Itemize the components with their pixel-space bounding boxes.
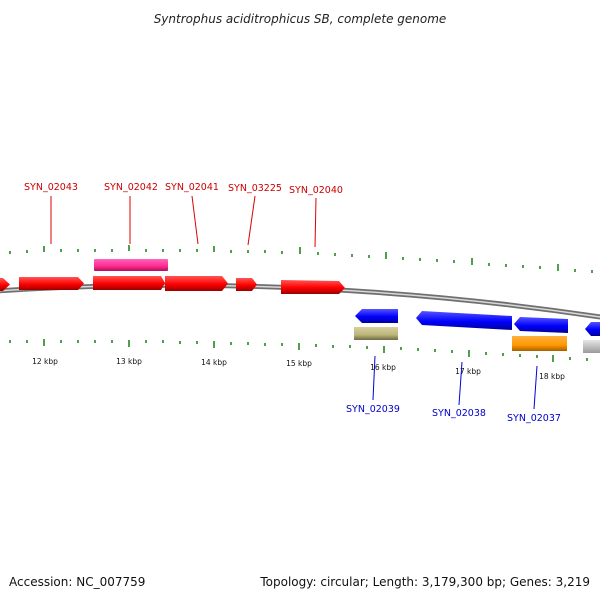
upper-tick-row — [9, 245, 593, 273]
gene-label-syn-03225[interactable]: SYN_03225 — [228, 183, 282, 194]
gene-label-syn-02038[interactable]: SYN_02038 — [432, 408, 486, 419]
gene-label-syn-02043[interactable]: SYN_02043 — [24, 182, 78, 193]
reverse-label-leaders — [372, 355, 538, 410]
gene-arrow-syn-02041[interactable] — [165, 276, 228, 291]
scale-label-15kbp: 15 kbp — [286, 359, 312, 368]
kbp-scale: 12 kbp 13 kbp 14 kbp 15 kbp 16 kbp 17 kb… — [32, 357, 565, 381]
gene-arrow-syn-02037[interactable] — [514, 317, 568, 333]
grey-feature[interactable] — [583, 340, 600, 353]
scale-label-18kbp: 18 kbp — [539, 372, 565, 381]
gene-label-syn-02039[interactable]: SYN_02039 — [346, 404, 400, 415]
forward-genes — [0, 259, 345, 294]
scale-label-17kbp: 17 kbp — [455, 367, 481, 376]
reverse-genes — [354, 309, 600, 353]
lower-tick-row — [9, 339, 588, 362]
scale-label-14kbp: 14 kbp — [201, 358, 227, 367]
gene-arrow-syn-02039[interactable] — [355, 309, 398, 323]
gene-arrow-syn-02042[interactable] — [93, 276, 165, 290]
forward-gene-labels: SYN_02043 SYN_02042 SYN_02041 SYN_03225 … — [24, 182, 343, 196]
map-title: Syntrophus aciditrophicus SB, complete g… — [154, 12, 447, 26]
forward-label-leaders — [50, 195, 317, 248]
scale-label-12kbp: 12 kbp — [32, 357, 58, 366]
gene-arrow-syn-02040[interactable] — [281, 280, 345, 294]
gene-arrow-syn-02038[interactable] — [416, 311, 512, 330]
gene-label-syn-02040[interactable]: SYN_02040 — [289, 185, 343, 196]
gene-label-syn-02037[interactable]: SYN_02037 — [507, 413, 561, 424]
gene-label-syn-02042[interactable]: SYN_02042 — [104, 182, 158, 193]
reverse-gene-labels: SYN_02039 SYN_02038 SYN_02037 — [346, 404, 561, 424]
orange-feature[interactable] — [512, 336, 567, 351]
topology-text: Topology: circular; Length: 3,179,300 bp… — [259, 575, 590, 589]
gene-arrow-syn-02043[interactable] — [19, 277, 84, 290]
gene-arrow-left-edge[interactable] — [0, 278, 10, 291]
accession-text: Accession: NC_007759 — [9, 575, 145, 589]
gene-arrow-syn-03225[interactable] — [236, 278, 257, 291]
gene-arrow-right-edge[interactable] — [585, 322, 600, 336]
scale-label-13kbp: 13 kbp — [116, 357, 142, 366]
olive-feature[interactable] — [354, 327, 398, 340]
gene-label-syn-02041[interactable]: SYN_02041 — [165, 182, 219, 193]
scale-label-16kbp: 16 kbp — [370, 363, 396, 372]
rna-feature-pink[interactable] — [94, 259, 168, 271]
